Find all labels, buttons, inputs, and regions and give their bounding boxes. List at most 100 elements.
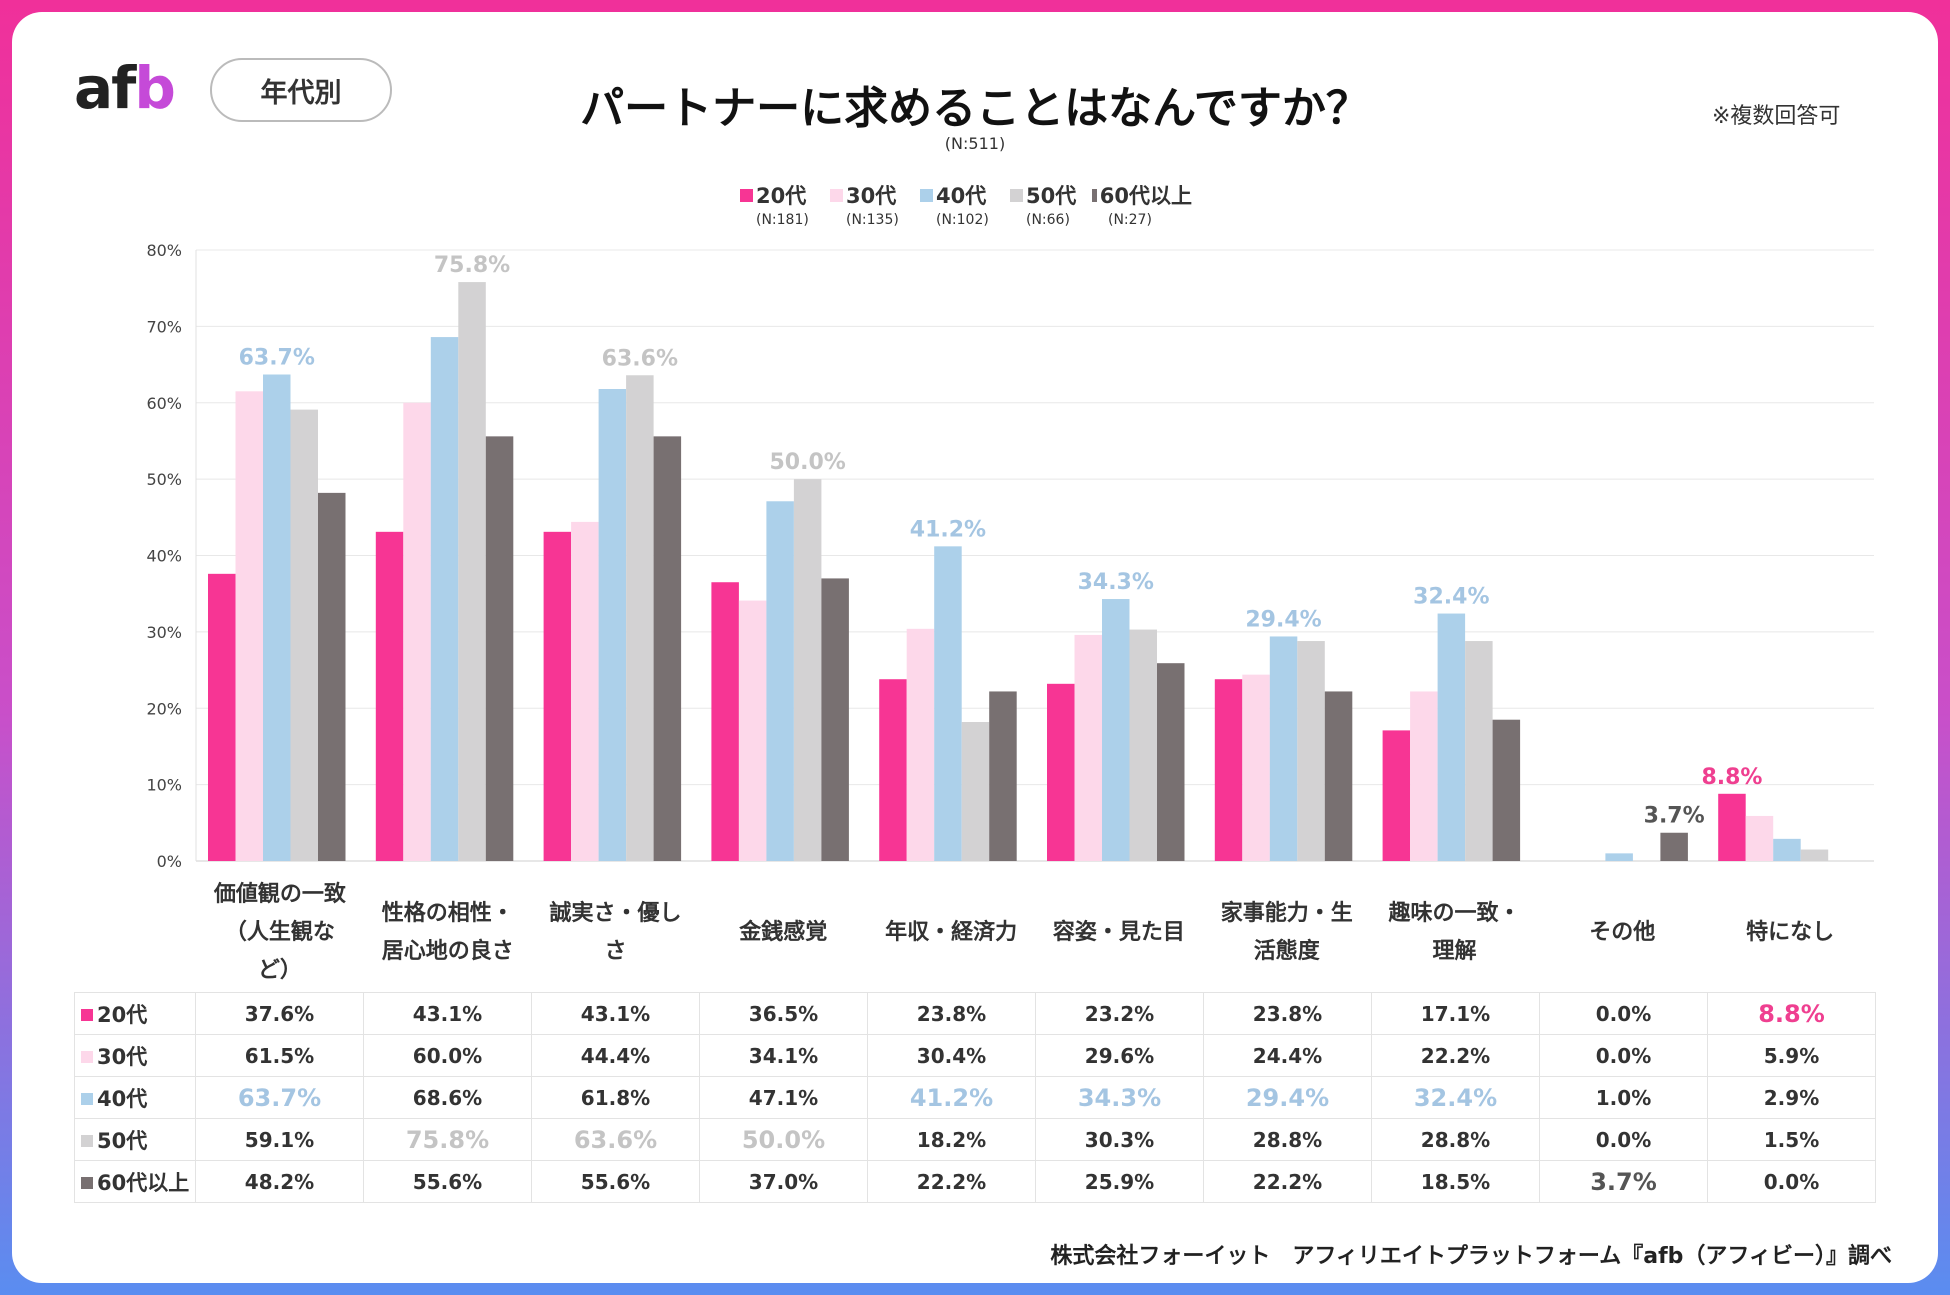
category-label: 趣味の一致・ 理解: [1388, 901, 1521, 964]
category-label: 性格の相性・ 居心地の良さ: [381, 901, 514, 964]
bar-40s-1: [430, 337, 459, 861]
table-cell: 0.0%: [1539, 992, 1708, 1035]
table-cell: 47.1%: [699, 1076, 868, 1119]
category-label: 価値観の一致 （人生観な ど）: [213, 882, 346, 983]
table-cell: 50.0%: [699, 1118, 868, 1161]
bar-30s-7: [1410, 691, 1438, 861]
table-cell: 63.6%: [531, 1118, 700, 1161]
category-label: 特になし: [1746, 920, 1835, 945]
afb-logo: afb: [74, 54, 176, 122]
bar-20s-5: [1047, 683, 1075, 861]
table-cell: 55.6%: [363, 1160, 532, 1203]
bar-50s-5: [1129, 629, 1157, 861]
legend-item-40s: 40代 (N:102): [920, 180, 1020, 228]
table-cell: 17.1%: [1371, 992, 1540, 1035]
legend-swatch: [1092, 188, 1097, 202]
bar-50s-6: [1297, 641, 1325, 861]
table-cell: 22.2%: [1371, 1034, 1540, 1077]
row-label: 20代: [74, 992, 196, 1035]
legend-swatch: [920, 188, 933, 202]
table-cell: 0.0%: [1539, 1118, 1708, 1161]
legend-label: 60代以上: [1099, 184, 1192, 208]
bar-60s-8: [1660, 832, 1688, 861]
legend-item-50s: 50代 (N:66): [1010, 180, 1110, 228]
table-cell: 18.5%: [1371, 1160, 1540, 1203]
table-cell: 30.3%: [1035, 1118, 1204, 1161]
data-table: 20代 37.6% 43.1% 43.1% 36.5% 23.8% 23.2% 23.8% 17…: [74, 992, 1876, 1203]
table-cell: 30.4%: [867, 1034, 1036, 1077]
y-tick-label: 50%: [146, 470, 182, 489]
bar-chart: 0% 10% 20% 30% 40% 50% 60% 70% 80% 63.7% 75.8% 63.6…: [146, 241, 1874, 871]
table-cell: 28.8%: [1203, 1118, 1372, 1161]
bar-20s-0: [208, 573, 236, 861]
legend-item-60s: 60代以上 (N:27): [1092, 180, 1192, 228]
legend-label: 30代: [846, 184, 897, 208]
bar-30s-3: [738, 600, 767, 861]
table-row: 60代以上 48.2% 55.6% 55.6% 37.0% 22.2% 25.9% 22.2%…: [74, 1160, 1876, 1203]
bar-40s-3: [766, 501, 794, 861]
table-cell: 23.8%: [1203, 992, 1372, 1035]
table-cell: 63.7%: [195, 1076, 364, 1119]
row-label: 40代: [74, 1076, 196, 1119]
bar-30s-5: [1074, 634, 1102, 861]
bar-20s-3: [711, 582, 739, 861]
legend-label: 40代: [936, 184, 987, 208]
bar-60s-1: [485, 436, 514, 861]
chart-legend: 20代 (N:181) 30代 (N:135) 40代 (N:102) 50代 (N:66) 6…: [12, 180, 1938, 232]
bar-20s-9: [1718, 793, 1746, 861]
row-swatch: [81, 1134, 93, 1147]
table-cell: 5.9%: [1707, 1034, 1876, 1077]
row-label: 30代: [74, 1034, 196, 1077]
data-label: 41.2%: [910, 517, 986, 542]
bar-40s-9: [1773, 838, 1801, 861]
table-cell: 61.5%: [195, 1034, 364, 1077]
table-cell: 3.7%: [1539, 1160, 1708, 1203]
table-cell: 22.2%: [1203, 1160, 1372, 1203]
legend-sample-size: (N:66): [1026, 212, 1070, 228]
table-cell: 32.4%: [1371, 1076, 1540, 1119]
table-cell: 8.8%: [1707, 992, 1876, 1035]
bar-40s-6: [1269, 636, 1298, 861]
bar-40s-8: [1605, 853, 1633, 861]
y-tick-label: 60%: [146, 394, 182, 413]
row-swatch: [81, 1176, 93, 1189]
legend-sample-size: (N:181): [756, 212, 809, 228]
bar-40s-5: [1102, 599, 1130, 861]
data-label: 50.0%: [769, 450, 845, 475]
table-row: 50代 59.1% 75.8% 63.6% 50.0% 18.2% 30.3% 28.8% 28…: [74, 1118, 1876, 1161]
bar-40s-4: [934, 546, 962, 861]
table-cell: 59.1%: [195, 1118, 364, 1161]
table-cell: 34.1%: [699, 1034, 868, 1077]
table-cell: 55.6%: [531, 1160, 700, 1203]
y-tick-label: 70%: [146, 317, 182, 336]
table-cell: 22.2%: [867, 1160, 1036, 1203]
y-tick-label: 20%: [146, 699, 182, 718]
table-cell: 0.0%: [1707, 1160, 1876, 1203]
table-cell: 25.9%: [1035, 1160, 1204, 1203]
row-swatch: [81, 1092, 93, 1105]
bar-60s-0: [318, 492, 346, 861]
data-label: 63.7%: [239, 345, 315, 370]
bar-50s-1: [458, 282, 486, 861]
y-tick-label: 30%: [146, 623, 182, 642]
bar-50s-2: [626, 375, 654, 861]
table-cell: 43.1%: [531, 992, 700, 1035]
logo-suffix: b: [134, 54, 176, 122]
data-label: 32.4%: [1413, 585, 1489, 610]
bar-30s-4: [906, 628, 935, 861]
table-row: 20代 37.6% 43.1% 43.1% 36.5% 23.8% 23.2% 23.8% 17…: [74, 992, 1876, 1035]
bar-50s-3: [793, 479, 822, 861]
table-cell: 34.3%: [1035, 1076, 1204, 1119]
table-cell: 68.6%: [363, 1076, 532, 1119]
bar-30s-9: [1745, 815, 1774, 861]
bar-60s-5: [1157, 663, 1185, 861]
row-swatch: [81, 1008, 93, 1021]
category-label: 誠実さ・優しさ: [549, 901, 682, 964]
legend-swatch: [830, 188, 843, 202]
legend-swatch: [1010, 188, 1023, 202]
legend-sample-size: (N:135): [846, 212, 899, 228]
table-cell: 60.0%: [363, 1034, 532, 1077]
data-label: 3.7%: [1644, 804, 1705, 829]
bar-30s-2: [571, 521, 599, 861]
table-cell: 23.2%: [1035, 992, 1204, 1035]
